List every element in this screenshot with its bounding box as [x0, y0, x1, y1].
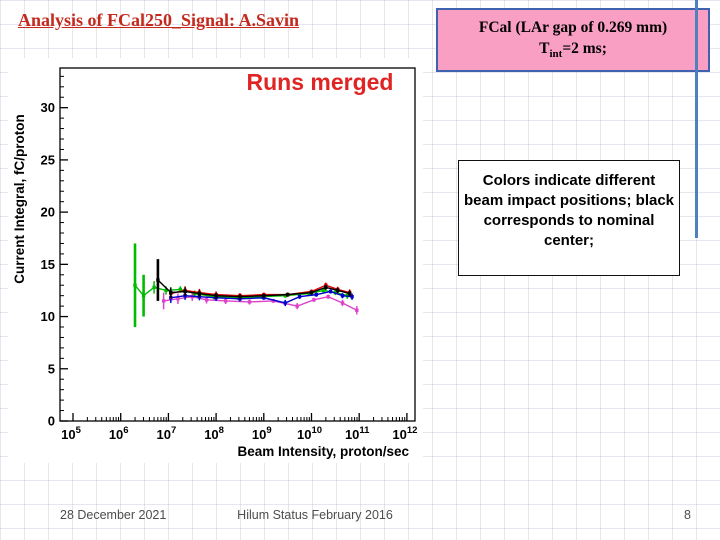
- svg-text:20: 20: [41, 205, 55, 220]
- svg-text:Beam Intensity, proton/sec: Beam Intensity, proton/sec: [237, 444, 409, 459]
- right-accent-line: [695, 0, 698, 238]
- footer-page-number: 8: [684, 508, 691, 522]
- tint-subscript: int: [549, 48, 563, 61]
- slide-title: Analysis of FCal250_Signal: A.Savin: [18, 10, 300, 30]
- svg-text:10: 10: [41, 309, 55, 324]
- fcal-header-line2: Tint=2 ms;: [539, 40, 607, 61]
- svg-text:30: 30: [41, 100, 55, 115]
- footer-date: 28 December 2021: [60, 508, 167, 522]
- svg-text:Runs merged: Runs merged: [247, 69, 394, 95]
- fcal-header-line1: FCal (LAr gap of 0.269 mm): [478, 19, 668, 37]
- footer-status: Hilum Status February 2016: [237, 508, 393, 522]
- svg-text:0: 0: [48, 414, 55, 429]
- chart-area: Runs merged 0 5 10 15 20 25 30 105 106 107 108 109 10…: [8, 58, 423, 463]
- fcal-header-box: FCal (LAr gap of 0.269 mm) Tint=2 ms;: [436, 8, 710, 72]
- svg-text:5: 5: [48, 361, 55, 376]
- svg-text:25: 25: [41, 152, 55, 167]
- colors-note-box: Colors indicate different beam impact po…: [458, 160, 680, 276]
- svg-text:Current Integral, fC/proton: Current Integral, fC/proton: [12, 114, 27, 284]
- svg-text:15: 15: [41, 257, 55, 272]
- colors-note-text: Colors indicate different beam impact po…: [463, 172, 675, 249]
